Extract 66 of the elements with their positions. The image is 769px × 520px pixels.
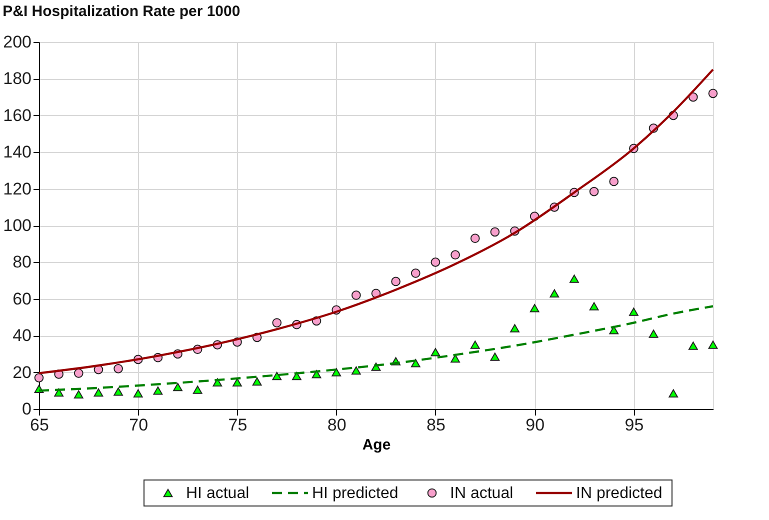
point <box>470 340 480 349</box>
x-tick-label: 95 <box>624 416 644 434</box>
legend-label: IN actual <box>450 485 514 502</box>
point <box>94 388 104 397</box>
point <box>312 370 322 378</box>
x-tick-label: 75 <box>228 416 248 434</box>
point <box>530 304 540 312</box>
point <box>74 390 84 398</box>
point <box>589 186 599 196</box>
point <box>114 387 123 396</box>
x-tick-label: 70 <box>129 416 148 434</box>
legend-label: HI actual <box>186 485 250 502</box>
legend-label: HI predicted <box>312 485 398 502</box>
y-tick-label: 120 <box>3 179 32 198</box>
point <box>550 289 560 298</box>
point <box>232 378 242 387</box>
point <box>570 274 579 283</box>
y-tick-label: 140 <box>3 142 32 162</box>
point <box>153 386 163 395</box>
point <box>708 340 718 349</box>
point <box>192 386 202 394</box>
point <box>351 290 361 300</box>
point <box>391 276 401 286</box>
y-tick-label: 200 <box>3 32 32 52</box>
point <box>332 368 342 376</box>
y-tick-label: 80 <box>12 252 32 272</box>
y-tick-label: 160 <box>3 106 32 125</box>
x-tick-label: 85 <box>426 416 446 434</box>
y-tick-label: 60 <box>12 289 32 308</box>
point <box>708 88 718 98</box>
point <box>410 268 420 278</box>
point <box>609 176 619 186</box>
point <box>34 373 44 382</box>
point <box>133 389 143 398</box>
point <box>589 302 599 310</box>
point <box>272 318 282 328</box>
point <box>272 372 282 380</box>
point <box>629 308 638 316</box>
point <box>450 250 460 260</box>
y-tick-label: 0 <box>22 400 32 418</box>
point <box>252 377 262 386</box>
point <box>410 359 420 368</box>
y-tick-label: 20 <box>12 362 32 382</box>
legend-label: IN predicted <box>576 485 662 502</box>
point <box>114 364 123 374</box>
point <box>490 227 500 237</box>
point <box>430 258 440 267</box>
point <box>510 324 520 332</box>
y-tick-label: 100 <box>3 216 32 235</box>
point <box>490 352 500 361</box>
y-tick-label: 180 <box>3 69 32 88</box>
point <box>668 389 678 398</box>
x-tick-label: 90 <box>526 416 545 434</box>
point <box>74 368 84 378</box>
point <box>648 330 658 338</box>
chart-title: P&I Hospitalization Rate per 1000 <box>2 3 240 20</box>
x-tick-label: 65 <box>30 416 49 434</box>
x-axis-title: Age <box>362 436 391 454</box>
point <box>351 366 361 375</box>
x-tick-label: 80 <box>327 416 346 434</box>
y-tick-label: 40 <box>12 326 32 346</box>
point <box>609 326 619 334</box>
point <box>430 348 440 356</box>
point <box>688 342 698 350</box>
point <box>173 382 182 392</box>
point <box>470 234 480 244</box>
